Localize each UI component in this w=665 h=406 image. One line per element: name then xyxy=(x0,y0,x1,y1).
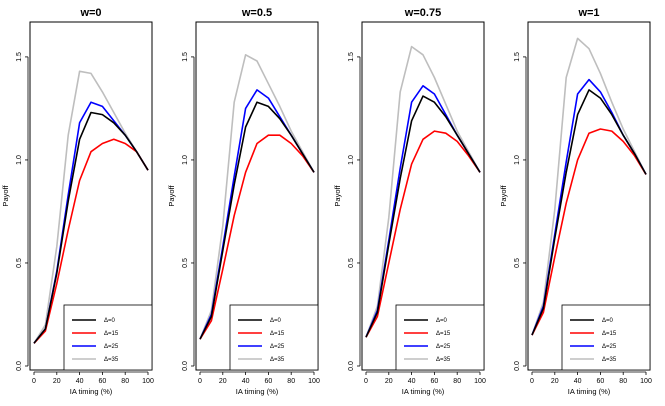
y-tick-label: 0.0 xyxy=(514,361,521,371)
legend-label: Δ=0 xyxy=(436,318,448,324)
y-axis-label: Payoff xyxy=(1,185,10,207)
y-tick-label: 1.0 xyxy=(182,155,189,165)
y-tick-label: 0.0 xyxy=(182,361,189,371)
y-tick-label: 1.0 xyxy=(16,155,23,165)
legend-label: Δ=15 xyxy=(436,331,451,337)
x-axis-label: IA timing (%) xyxy=(568,387,611,396)
x-tick-label: 80 xyxy=(453,378,461,385)
panel-title: w=0.5 xyxy=(241,7,272,19)
x-tick-label: 80 xyxy=(287,378,295,385)
x-tick-label: 100 xyxy=(474,378,486,385)
y-tick-label: 1.5 xyxy=(182,52,189,62)
legend-label: Δ=35 xyxy=(270,357,285,363)
y-tick-label: 1.0 xyxy=(348,155,355,165)
x-tick-label: 80 xyxy=(121,378,129,385)
y-tick-label: 1.5 xyxy=(348,52,355,62)
x-tick-label: 60 xyxy=(431,378,439,385)
y-tick-label: 0.5 xyxy=(182,258,189,268)
y-axis-label: Payoff xyxy=(499,185,508,207)
legend-label: Δ=25 xyxy=(104,344,119,350)
series-line xyxy=(365,45,481,338)
legend-label: Δ=0 xyxy=(602,318,614,324)
series-line xyxy=(531,37,647,336)
x-tick-label: 40 xyxy=(574,378,582,385)
y-axis-label: Payoff xyxy=(167,185,176,207)
x-axis-label: IA timing (%) xyxy=(402,387,445,396)
series-line xyxy=(199,89,315,340)
x-tick-label: 60 xyxy=(265,378,273,385)
panel-title: w=0 xyxy=(79,7,101,19)
series-line xyxy=(531,89,647,336)
x-tick-label: 100 xyxy=(308,378,320,385)
y-tick-label: 0.5 xyxy=(348,258,355,268)
legend-label: Δ=35 xyxy=(602,357,617,363)
legend-label: Δ=15 xyxy=(104,331,119,337)
series-line xyxy=(199,53,315,340)
x-tick-label: 40 xyxy=(76,378,84,385)
y-tick-label: 1.5 xyxy=(16,52,23,62)
panel-title: w=1 xyxy=(577,7,599,19)
x-tick-label: 0 xyxy=(530,378,534,385)
legend-label: Δ=15 xyxy=(270,331,285,337)
y-tick-label: 1.0 xyxy=(514,155,521,165)
y-tick-label: 0.5 xyxy=(16,258,23,268)
y-tick-label: 0.0 xyxy=(16,361,23,371)
legend-label: Δ=15 xyxy=(602,331,617,337)
x-tick-label: 40 xyxy=(408,378,416,385)
x-tick-label: 60 xyxy=(99,378,107,385)
legend-label: Δ=0 xyxy=(270,318,282,324)
x-tick-label: 0 xyxy=(364,378,368,385)
x-tick-label: 100 xyxy=(142,378,154,385)
x-tick-label: 100 xyxy=(640,378,652,385)
series-line xyxy=(33,111,149,344)
series-line xyxy=(33,138,149,344)
legend-label: Δ=35 xyxy=(104,357,119,363)
series-line xyxy=(365,85,481,338)
series-line xyxy=(531,78,647,336)
legend-label: Δ=35 xyxy=(436,357,451,363)
x-tick-label: 0 xyxy=(198,378,202,385)
series-line xyxy=(365,130,481,338)
y-axis-label: Payoff xyxy=(333,185,342,207)
x-axis-label: IA timing (%) xyxy=(236,387,279,396)
legend-label: Δ=25 xyxy=(436,344,451,350)
series-line xyxy=(199,101,315,340)
legend-label: Δ=25 xyxy=(270,344,285,350)
x-tick-label: 60 xyxy=(597,378,605,385)
y-tick-label: 0.5 xyxy=(514,258,521,268)
x-tick-label: 0 xyxy=(32,378,36,385)
legend-label: Δ=25 xyxy=(602,344,617,350)
series-line xyxy=(531,128,647,336)
x-tick-label: 80 xyxy=(619,378,627,385)
series-line xyxy=(365,95,481,338)
y-tick-label: 1.5 xyxy=(514,52,521,62)
panel-title: w=0.75 xyxy=(404,7,441,19)
x-tick-label: 20 xyxy=(53,378,61,385)
x-tick-label: 20 xyxy=(551,378,559,385)
x-tick-label: 40 xyxy=(242,378,250,385)
legend-label: Δ=0 xyxy=(104,318,116,324)
x-tick-label: 20 xyxy=(385,378,393,385)
y-tick-label: 0.0 xyxy=(348,361,355,371)
x-tick-label: 20 xyxy=(219,378,227,385)
x-axis-label: IA timing (%) xyxy=(70,387,113,396)
series-line xyxy=(199,134,315,340)
